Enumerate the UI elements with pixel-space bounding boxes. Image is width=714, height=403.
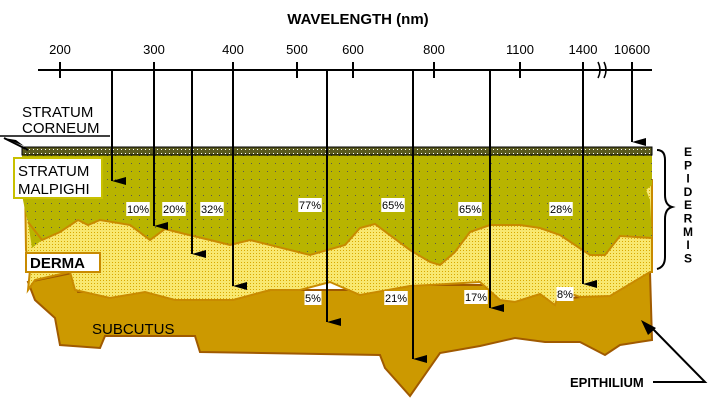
malpighi-percentage-bg xyxy=(381,198,405,212)
epidermis-brace-icon xyxy=(656,149,676,270)
penetration-arrows xyxy=(111,70,646,363)
subcutus-percentage: 8% xyxy=(557,289,573,301)
svg-text:STRATUM: STRATUM xyxy=(22,104,93,121)
svg-text:CORNEUM: CORNEUM xyxy=(22,120,100,137)
derma-label: DERMA xyxy=(30,255,85,272)
epidermis-letter: I xyxy=(686,238,689,252)
malpighi-percentage-bg xyxy=(162,202,186,216)
malpighi-percentage: 10% xyxy=(127,204,149,216)
axis-tick-label: 500 xyxy=(286,42,308,57)
malpighi-percentage: 20% xyxy=(163,204,185,216)
epithilium-pointer xyxy=(651,327,708,383)
stratum-malpighi-label-1: STRATUM xyxy=(18,163,89,180)
malpighi-percentage: 28% xyxy=(550,204,572,216)
subcutus-percentage-bg xyxy=(556,287,574,301)
epidermis-letter: R xyxy=(684,212,693,226)
malpighi-percentage-bg xyxy=(549,202,573,216)
epidermis-letter: E xyxy=(684,145,692,159)
epidermis-letter: M xyxy=(683,225,693,239)
stratum-corneum-layer xyxy=(21,146,653,156)
subcutus-percentage-bg xyxy=(464,290,488,304)
epithilium-label: EPITHILIUM xyxy=(570,375,644,390)
subcutus-percentage-bg xyxy=(304,291,322,305)
malpighi-percentage-bg xyxy=(298,198,322,212)
malpighi-derma-border xyxy=(27,218,653,267)
epidermis-letter: P xyxy=(684,158,692,172)
malpighi-percentage: 32% xyxy=(201,204,223,216)
epidermis-letter: D xyxy=(684,185,693,199)
stratum-malpighi-layer xyxy=(22,150,652,265)
wavelength-axis: 200 300 400 500 600 800 1100 1400 10600 xyxy=(38,42,652,79)
subcutus-label: SUBCUTUS xyxy=(92,321,175,338)
malpighi-percentage: 65% xyxy=(459,204,481,216)
axis-tick-label: 1100 xyxy=(506,42,534,57)
axis-tick-label: 400 xyxy=(222,42,244,57)
subcutus-percentage: 17% xyxy=(465,292,487,304)
epidermis-letter: S xyxy=(684,251,692,265)
epidermis-letter: I xyxy=(686,172,689,186)
subcutus-percentage: 21% xyxy=(385,293,407,305)
subcutus-percentage-bg xyxy=(384,291,408,305)
malpighi-percentage: 77% xyxy=(299,200,321,212)
axis-tick-label: 10600 xyxy=(614,42,650,57)
subcutus-percentage: 5% xyxy=(305,293,321,305)
stratum-malpighi-label-2: MALPIGHI xyxy=(18,181,90,198)
axis-tick-label: 300 xyxy=(143,42,165,57)
malpighi-percentage-bg xyxy=(458,202,482,216)
malpighi-percentage-bg xyxy=(126,202,150,216)
malpighi-percentage: 65% xyxy=(382,200,404,212)
axis-tick-label: 800 xyxy=(423,42,445,57)
diagram-title: WAVELENGTH (nm) xyxy=(287,11,428,28)
stratum-corneum-label: STRATUM CORNEUM xyxy=(0,104,110,151)
malpighi-percentage-bg xyxy=(200,202,224,216)
axis-break-icon xyxy=(597,61,607,79)
axis-tick-label: 600 xyxy=(342,42,364,57)
axis-tick-label: 200 xyxy=(49,42,71,57)
epidermis-letter: E xyxy=(684,198,692,212)
epithilium-arrow-icon xyxy=(641,320,656,335)
axis-tick-label: 1400 xyxy=(569,42,598,57)
